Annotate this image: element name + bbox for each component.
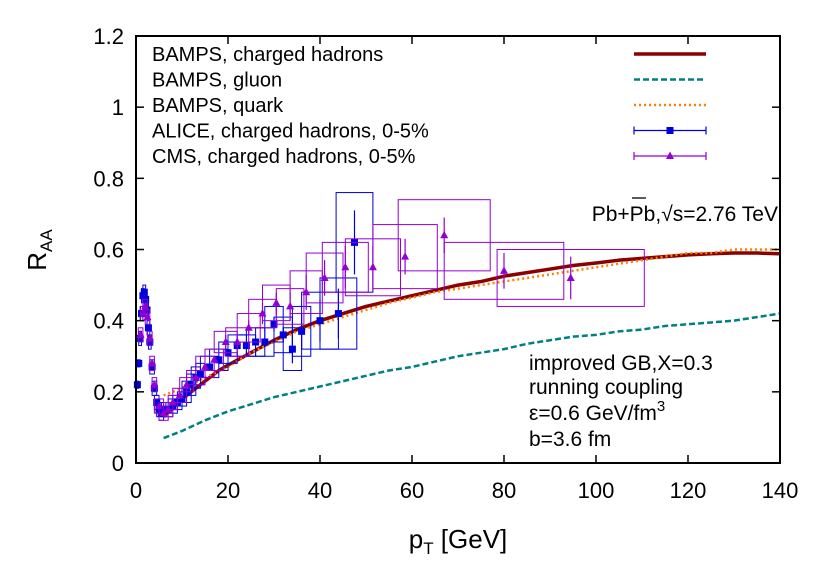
x-tick-label: 140 <box>762 478 799 503</box>
data-point <box>135 359 143 367</box>
data-point <box>148 358 157 367</box>
data-point <box>566 273 575 281</box>
y-tick-label: 0 <box>112 451 124 476</box>
axis-ticks: 0 20 40 60 80 100 120 140 0 0.2 0.4 0.6 0.8 1 1.2 <box>93 24 798 503</box>
y-tick-label: 0.2 <box>93 380 124 405</box>
legend-marker <box>666 151 674 159</box>
y-axis-title-sub: AA <box>37 229 56 252</box>
data-marks <box>133 192 781 440</box>
data-point <box>334 310 342 318</box>
legend: BAMPS, charged hadrons BAMPS, gluon BAMPS,… <box>152 44 707 168</box>
annotation-collision: Pb+Pb,√s=2.76 TeV <box>592 203 778 226</box>
y-tick-label: 0.6 <box>93 238 124 263</box>
data-point <box>144 324 152 332</box>
x-tick-label: 100 <box>578 478 615 503</box>
y-axis-title: RAA <box>22 229 56 271</box>
legend-label: BAMPS, charged hadrons <box>152 44 383 66</box>
data-point <box>401 252 410 260</box>
legend-label: BAMPS, gluon <box>152 70 282 92</box>
systematic-box <box>443 241 565 300</box>
x-axis-title: pT [GeV] <box>409 524 508 558</box>
x-axis-title-unit: [GeV] <box>434 524 508 554</box>
y-tick-label: 1.2 <box>93 24 124 49</box>
data-point <box>136 330 145 338</box>
data-point <box>210 355 219 363</box>
annotation-energy-density-exponent: 3 <box>657 398 665 415</box>
data-point <box>150 380 159 388</box>
systematic-box <box>372 224 438 290</box>
y-tick-label: 0.4 <box>93 309 124 334</box>
x-tick-label: 40 <box>308 478 332 503</box>
annotation-model-line4: b=3.6 fm <box>529 428 611 451</box>
y-tick-label: 1 <box>112 95 124 120</box>
data-point <box>155 401 163 410</box>
data-point <box>145 333 154 342</box>
x-tick-label: 60 <box>400 478 424 503</box>
data-point <box>141 301 150 310</box>
y-tick-label: 0.8 <box>93 166 124 191</box>
legend-label: CMS, charged hadrons, 0-5% <box>152 146 416 168</box>
series-1 <box>163 312 781 440</box>
x-tick-label: 80 <box>492 478 516 503</box>
annotation-energy-density: ε=0.6 GeV/fm <box>529 402 657 425</box>
x-axis-title-main: p <box>409 524 423 554</box>
x-tick-label: 120 <box>670 478 707 503</box>
series-2 <box>163 248 780 397</box>
x-tick-label: 20 <box>216 478 240 503</box>
y-axis-title-main: R <box>22 252 52 271</box>
systematic-box <box>305 252 344 304</box>
systematic-box <box>496 249 645 307</box>
series-4 <box>136 199 645 421</box>
data-point <box>500 266 508 274</box>
annotation-model-line1: improved GB,X=0.3 <box>529 352 713 375</box>
legend-label: ALICE, charged hadrons, 0-5% <box>152 121 429 143</box>
legend-label: BAMPS, quark <box>152 95 284 117</box>
annotation-model-line3: ε=0.6 GeV/fm3 <box>529 398 665 425</box>
data-point <box>440 230 449 239</box>
annotation-collision-sqrt: √s <box>661 203 683 226</box>
x-tick-label: 0 <box>130 478 142 503</box>
legend-marker <box>666 127 674 134</box>
data-point <box>143 312 152 321</box>
annotation-collision-prefix: Pb+Pb, <box>592 203 661 226</box>
series-line <box>163 248 780 397</box>
annotation-collision-suffix: =2.76 TeV <box>683 203 778 226</box>
data-point <box>175 390 184 399</box>
x-axis-title-sub: T <box>423 539 433 558</box>
annotation-model-line2: running coupling <box>529 376 683 399</box>
data-point <box>133 381 141 389</box>
series-line <box>163 312 781 440</box>
